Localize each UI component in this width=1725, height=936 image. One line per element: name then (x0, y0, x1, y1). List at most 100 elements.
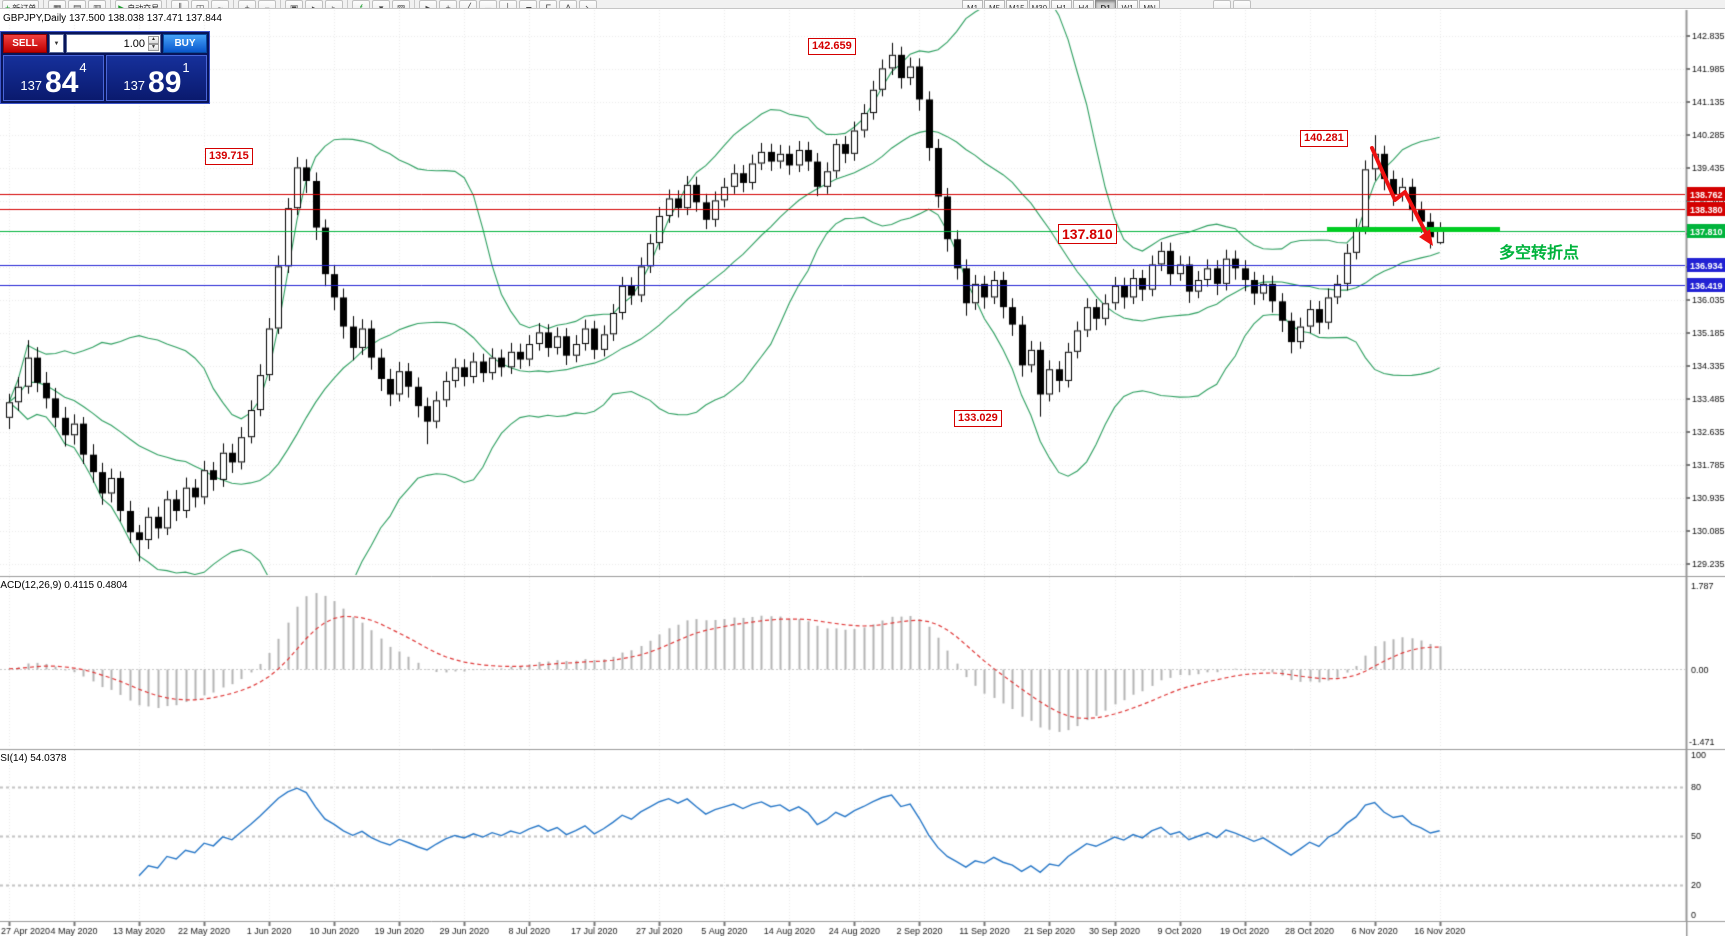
terminal-icon: ▥ (93, 3, 102, 9)
horizontal-line-icon: ─ (484, 3, 492, 9)
sell-price-pip-fraction: 4 (79, 60, 87, 75)
autotrading-icon: ▶ (118, 3, 126, 9)
channel-icon: ▰ (524, 3, 532, 9)
volume-down-button[interactable]: ▼ (148, 43, 159, 51)
crosshair-icon: + (445, 3, 451, 9)
toolbar-separator (233, 0, 235, 8)
toolbar-separator (347, 0, 349, 8)
buy-price-pip-fraction: 1 (182, 60, 190, 75)
crosshair-button[interactable]: + (439, 0, 458, 9)
timeframe-m5-button[interactable]: M5 (984, 0, 1005, 8)
timeframe-mn-button[interactable]: MN (1139, 0, 1161, 8)
zoom-in-button[interactable]: + (238, 0, 257, 9)
cursor-icon: ► (423, 3, 433, 9)
fibonacci-button[interactable]: F (539, 0, 558, 9)
new-order-icon: + (5, 3, 11, 9)
toolbar-separator (280, 0, 282, 8)
macd-indicator-label: MACD(12,26,9) 0.4115 0.4804 (0, 580, 128, 591)
chevron-down-icon: ▼ (53, 40, 60, 47)
volume-field[interactable]: 1.00 ▲ ▼ (66, 34, 161, 53)
price-callout[interactable]: 133.029 (954, 410, 1002, 427)
templates-icon: ▨ (396, 3, 406, 9)
arrange-windows-button[interactable]: ▪ (1233, 0, 1251, 8)
indicators-button[interactable]: ƒ (352, 0, 371, 9)
buy-price-figure: 137 (123, 78, 146, 93)
buy-price-display[interactable]: 137 89 1 (106, 55, 207, 101)
bar-chart-button[interactable]: ║ (171, 0, 190, 9)
text-icon: A (565, 3, 572, 9)
toolbar-separator (414, 0, 416, 8)
chart-shift-icon: ▹ (331, 3, 337, 9)
zoom-out-icon: − (264, 3, 270, 9)
vertical-line-icon: │ (505, 3, 511, 9)
auto-scroll-button[interactable]: ▸ (305, 0, 324, 9)
chevron-down-icon: ▼ (151, 43, 156, 50)
timeframe-m1-button[interactable]: M1 (962, 0, 983, 8)
tile-windows-icon: ▣ (289, 3, 299, 9)
one-click-trading-panel: SELL ▼ 1.00 ▲ ▼ BUY 137 84 4 137 89 (0, 31, 210, 104)
cursor-button[interactable]: ► (419, 0, 438, 9)
volume-up-button[interactable]: ▲ (148, 36, 159, 44)
sell-price-display[interactable]: 137 84 4 (3, 55, 104, 101)
charts-window-icon: ▦ (53, 3, 62, 9)
buy-price-big-digits: 89 (148, 66, 182, 99)
autotrading-button-label: 自动交易 (127, 4, 160, 9)
sell-button[interactable]: SELL (3, 34, 47, 53)
price-callout[interactable]: 142.659 (808, 38, 856, 55)
toolbar-separator (166, 0, 168, 8)
vertical-line-button[interactable]: │ (499, 0, 518, 9)
sell-price-big-digits: 84 (45, 66, 79, 99)
candlestick-chart-icon: ◫ (195, 3, 205, 9)
timeframe-toolbar: M1 M5 M15 M30 H1 H4 D1 W1 MN (962, 0, 1161, 8)
timeframe-w1-button[interactable]: W1 (1117, 0, 1139, 8)
new-order-button[interactable]: + 新订单 (2, 0, 40, 9)
chart-shift-button[interactable]: ▹ (325, 0, 344, 9)
auto-scroll-icon: ▸ (311, 3, 317, 9)
new-order-button-label: 新订单 (12, 4, 37, 9)
timeframe-h4-button[interactable]: H4 (1073, 0, 1095, 8)
chart-ohlc-header: GBPJPY,Daily 137.500 138.038 137.471 137… (3, 13, 222, 24)
timeframe-d1-button[interactable]: D1 (1095, 0, 1117, 8)
terminal-button[interactable]: ▥ (88, 0, 107, 9)
autotrading-button[interactable]: ▶ 自动交易 (115, 0, 163, 9)
sell-price-figure: 137 (20, 78, 43, 93)
timeframe-m15-button[interactable]: M15 (1006, 0, 1028, 8)
text-button[interactable]: A (559, 0, 578, 9)
periods-button[interactable]: ▾ (372, 0, 391, 8)
charts-window-button[interactable]: ▦ (48, 0, 67, 9)
horizontal-line-button[interactable]: ─ (479, 0, 498, 9)
price-callout[interactable]: 137.810 (1058, 224, 1117, 244)
toolbar-left-group: + 新订单 ▦ ▤ ▥ ▶ 自动交易 ║ ◫ ~ + − ▣ ▸ ▹ ƒ ▾ ▨ ► + ╱ ─ │ ▰ F A ↘ (0, 0, 1725, 9)
trendline-button[interactable]: ╱ (459, 0, 478, 8)
zoom-in-icon: + (244, 3, 250, 9)
rsi-indicator-label: RSI(14) 54.0378 (0, 753, 67, 764)
fibonacci-icon: F (545, 3, 551, 9)
price-callout[interactable]: 139.715 (205, 148, 253, 165)
bar-chart-icon: ║ (176, 3, 184, 9)
price-callout[interactable]: 140.281 (1300, 130, 1348, 147)
new-window-button[interactable]: ▫ (1213, 0, 1231, 8)
tile-windows-button[interactable]: ▣ (285, 0, 304, 9)
indicators-icon: ƒ (358, 3, 364, 9)
volume-dropdown-button[interactable]: ▼ (49, 34, 64, 53)
navigator-button[interactable]: ▤ (68, 0, 87, 8)
line-chart-button[interactable]: ~ (211, 0, 230, 9)
turning-point-text[interactable]: 多空转折点 (1499, 245, 1580, 262)
timeframe-h1-button[interactable]: H1 (1051, 0, 1073, 8)
chevron-up-icon: ▲ (151, 36, 156, 43)
volume-value: 1.00 (123, 37, 145, 50)
candlestick-chart-button[interactable]: ◫ (191, 0, 210, 9)
buy-button[interactable]: BUY (163, 34, 207, 53)
arrows-icon: ↘ (584, 3, 592, 9)
arrows-button[interactable]: ↘ (579, 0, 598, 9)
timeframe-m30-button[interactable]: M30 (1028, 0, 1051, 8)
channel-button[interactable]: ▰ (519, 0, 538, 9)
toolbar-right-group: ▫ ▪ (1213, 0, 1253, 8)
line-chart-icon: ~ (217, 3, 223, 9)
zoom-out-button[interactable]: − (258, 0, 277, 9)
toolbar-separator (43, 0, 45, 8)
toolbar-separator (110, 0, 112, 8)
templates-button[interactable]: ▨ (392, 0, 411, 9)
